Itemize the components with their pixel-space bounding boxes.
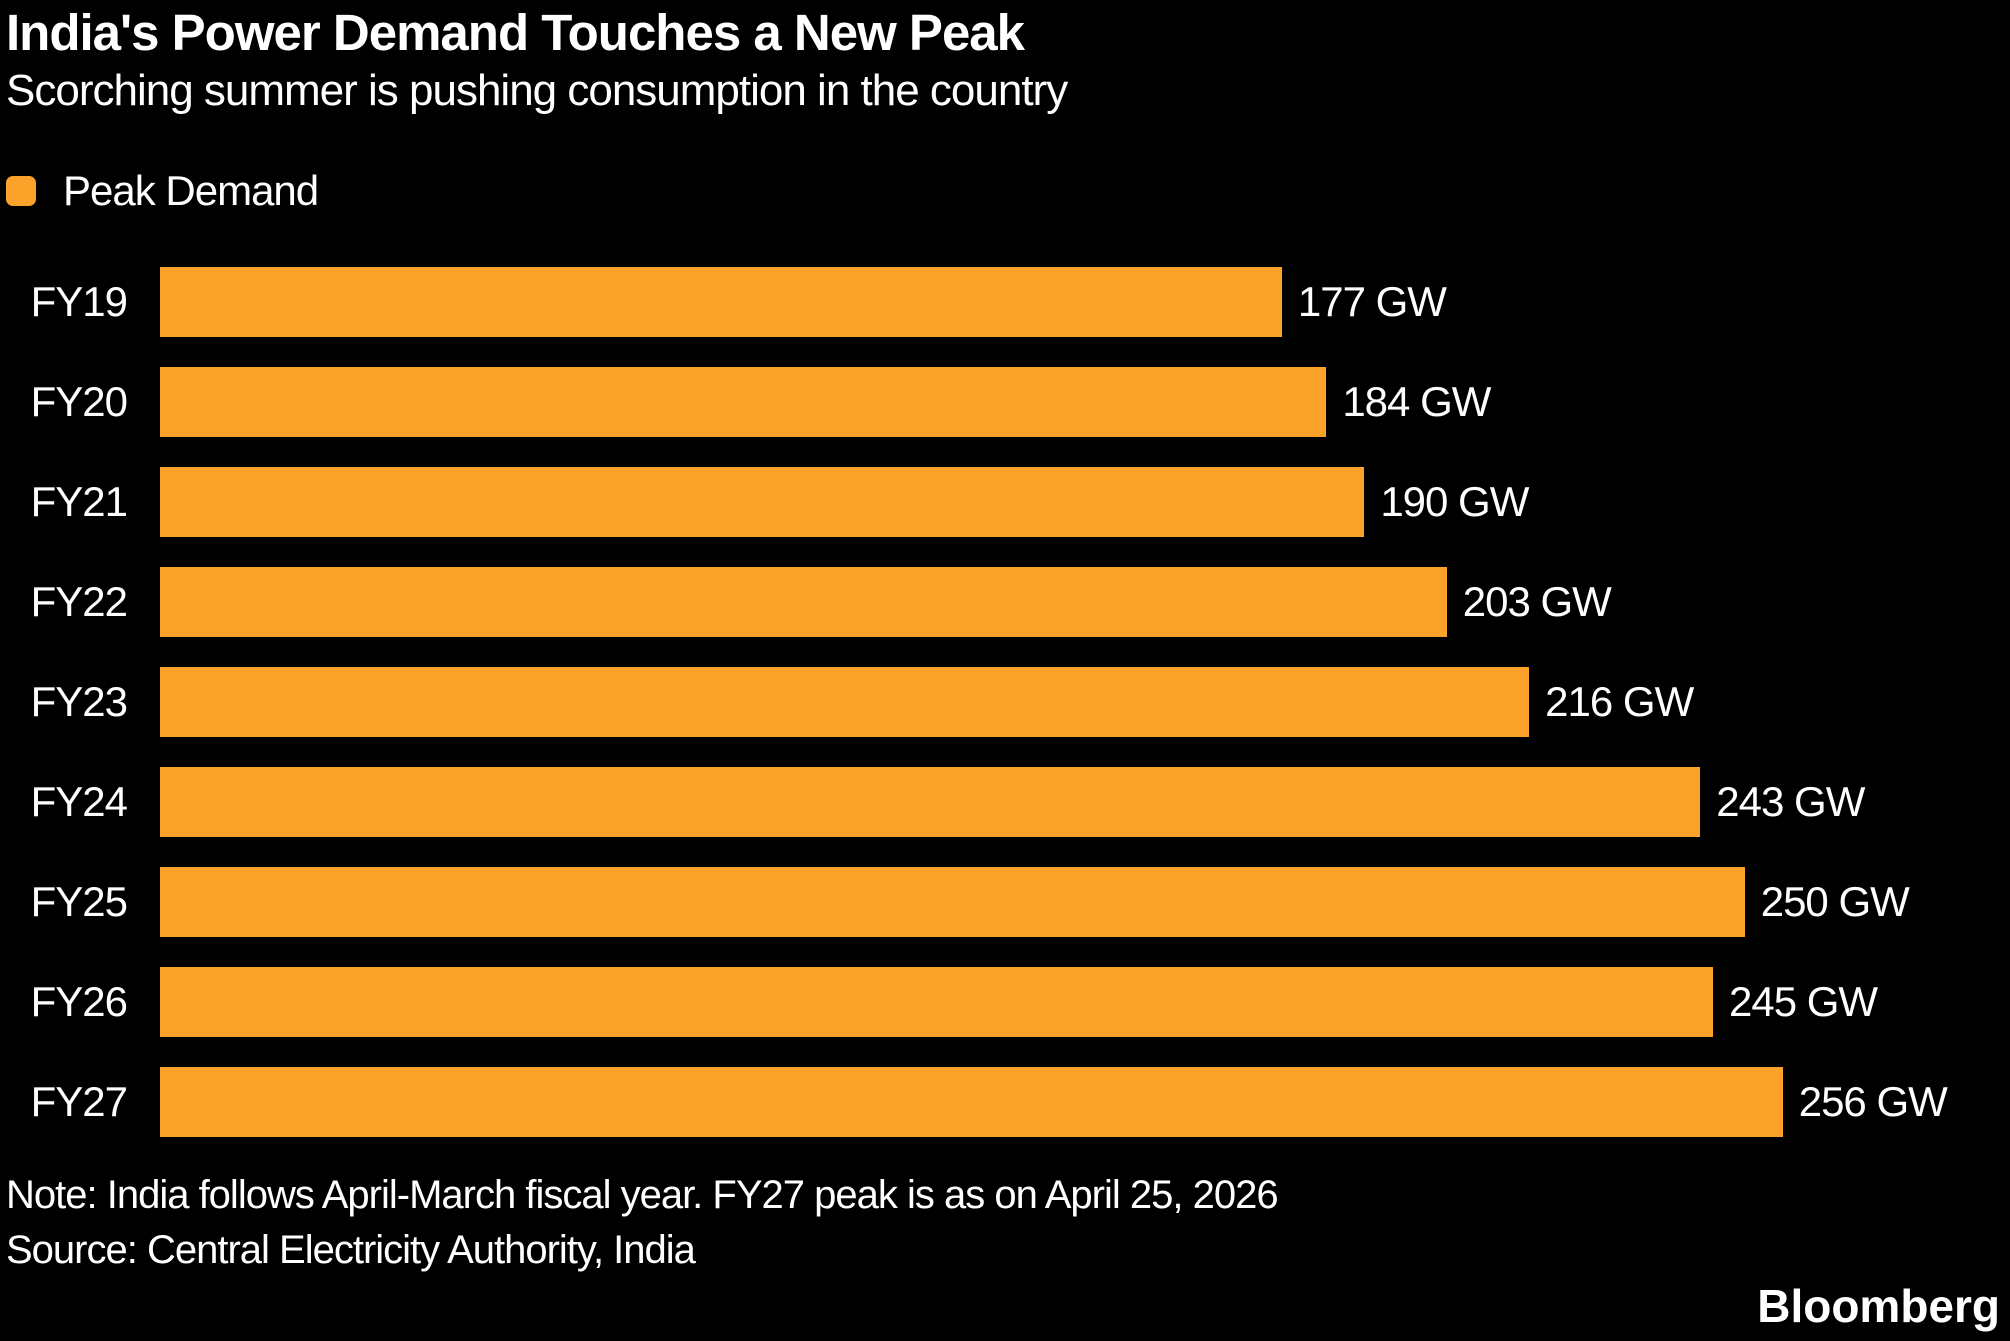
value-label: 243 GW [1716,777,1865,825]
bar-area: 177 GW [160,252,2004,352]
value-label: 250 GW [1760,877,1910,925]
category-label: FY23 [30,677,128,725]
legend-label: Peak Demand [63,166,319,214]
bar-row: FY19 177 GW [6,252,2004,352]
chart-title: India's Power Demand Touches a New Peak [6,4,1025,61]
bar-row: FY26 245 GW [6,952,2004,1052]
bar-row: FY25 250 GW [6,852,2004,952]
bar-chart: FY19 177 GW FY20 184 GW FY21 190 GW FY22 203 GW… [6,252,2004,1152]
bar-area: 184 GW [160,352,2004,452]
value-label: 190 GW [1380,477,1529,525]
category-label: FY24 [30,777,128,825]
bar-peak-demand [160,366,1327,437]
category-label: FY27 [30,1077,128,1125]
bloomberg-logo: Bloomberg [1757,1280,2000,1332]
chart-header: India's Power Demand Touches a New Peak … [6,4,2004,118]
bar-peak-demand [160,466,1365,537]
bar-area: 245 GW [160,952,2004,1052]
bar-row: FY22 203 GW [6,552,2004,652]
value-label: 184 GW [1342,377,1491,425]
bar-peak-demand [160,866,1745,937]
chart-footer: Note: India follows April-March fiscal y… [6,1168,2004,1278]
category-label: FY21 [30,477,128,525]
bar-row: FY24 243 GW [6,752,2004,852]
value-label: 245 GW [1729,977,1878,1025]
value-label: 203 GW [1462,577,1612,625]
bar-row: FY23 216 GW [6,652,2004,752]
category-label: FY25 [30,877,128,925]
bar-area: 216 GW [160,652,2004,752]
bar-area: 243 GW [160,752,2004,852]
bar-peak-demand [160,666,1530,737]
legend: Peak Demand [6,166,2004,214]
bar-peak-demand [160,966,1714,1037]
category-label: FY26 [30,977,128,1025]
chart-note: Note: India follows April-March fiscal y… [6,1172,1279,1217]
bar-row: FY21 190 GW [6,452,2004,552]
value-label: 216 GW [1545,677,1694,725]
bar-row: FY27 256 GW [6,1052,2004,1152]
bar-peak-demand [160,1066,1783,1137]
value-label: 256 GW [1798,1077,1948,1125]
bar-row: FY20 184 GW [6,352,2004,452]
bar-peak-demand [160,766,1701,837]
bar-area: 256 GW [160,1052,2004,1152]
chart-subtitle: Scorching summer is pushing consumption … [6,65,1068,115]
chart-source: Source: Central Electricity Authority, I… [6,1227,696,1272]
bar-peak-demand [160,266,1282,337]
value-label: 177 GW [1297,277,1447,325]
bar-area: 250 GW [160,852,2004,952]
bar-peak-demand [160,566,1447,637]
legend-swatch-icon [6,175,36,206]
bar-area: 190 GW [160,452,2004,552]
bar-area: 203 GW [160,552,2004,652]
category-label: FY19 [30,277,128,325]
category-label: FY22 [30,577,128,625]
category-label: FY20 [30,377,128,425]
